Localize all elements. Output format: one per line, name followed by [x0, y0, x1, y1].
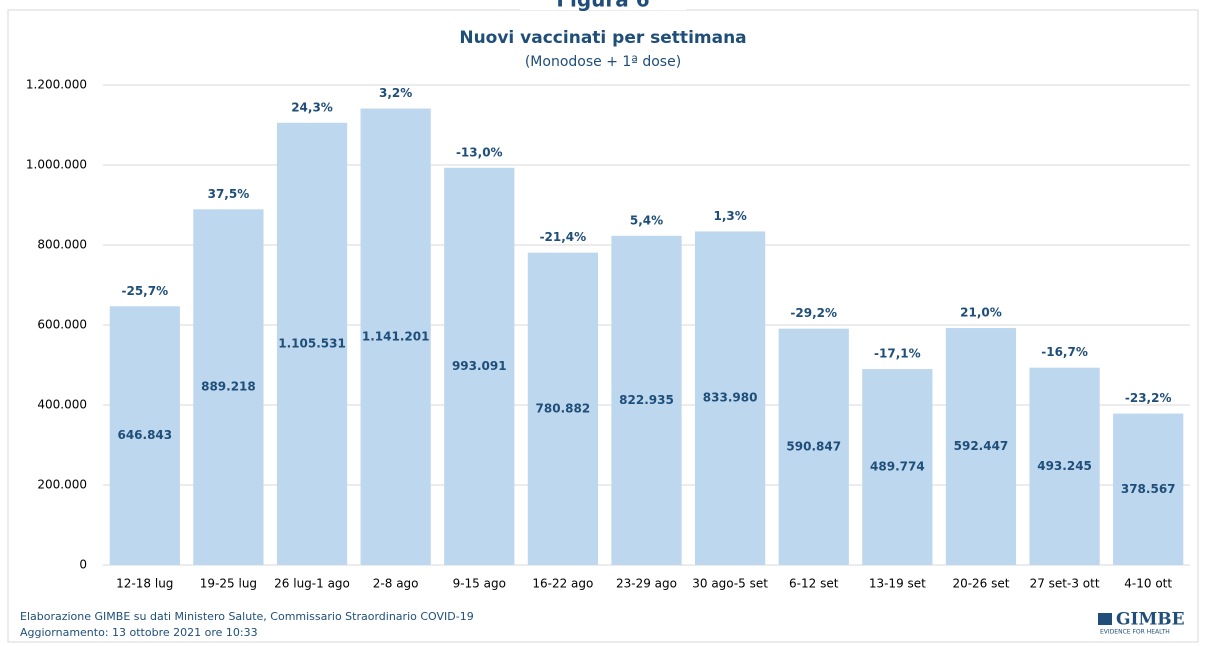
change-label: -13,0%: [456, 145, 503, 159]
change-label: 24,3%: [291, 100, 333, 114]
value-label: 993.091: [452, 359, 507, 373]
x-tick-label: 4-10 ott: [1124, 577, 1172, 591]
change-label: -21,4%: [540, 230, 587, 244]
x-tick-label: 13-19 set: [869, 577, 926, 591]
logo: GIMBE: [1116, 610, 1185, 630]
x-tick-label: 12-18 lug: [116, 577, 173, 591]
bar: [276, 122, 348, 565]
frame-gap: [520, 0, 686, 10]
source-note: Elaborazione GIMBE su dati Ministero Sal…: [20, 610, 474, 623]
change-label: 5,4%: [630, 213, 663, 227]
x-tick-label: 26 lug-1 ago: [274, 577, 350, 591]
logo-tagline: EVIDENCE FOR HEALTH: [1100, 629, 1170, 636]
x-tick-label: 30 ago-5 set: [692, 577, 768, 591]
bar: [694, 231, 766, 565]
figure-label: Figura 6: [556, 0, 649, 12]
value-label: 889.218: [201, 380, 256, 394]
chart-title: Nuovi vaccinati per settimana: [459, 28, 746, 48]
change-label: 3,2%: [379, 86, 412, 100]
x-tick-label: 9-15 ago: [453, 577, 506, 591]
value-label: 780.882: [536, 401, 591, 415]
bar: [778, 328, 849, 565]
value-label: 1.141.201: [362, 329, 430, 343]
change-label: -29,2%: [790, 306, 837, 320]
value-label: 378.567: [1121, 482, 1176, 496]
change-label: 37,5%: [208, 187, 250, 201]
value-label: 1.105.531: [278, 336, 346, 350]
x-tick-label: 6-12 set: [789, 577, 839, 591]
x-tick-label: 20-26 set: [952, 577, 1009, 591]
x-tick-label: 19-25 lug: [200, 577, 257, 591]
y-tick-label: 0: [79, 558, 87, 572]
chart-subtitle: (Monodose + 1ª dose): [525, 54, 681, 70]
x-tick-label: 27 set-3 ott: [1030, 577, 1100, 591]
bar: [611, 235, 682, 566]
change-label: 21,0%: [960, 306, 1002, 320]
x-tick-label: 23-29 ago: [616, 577, 677, 591]
change-label: -17,1%: [874, 347, 921, 361]
y-tick-label: 1.000.000: [26, 158, 87, 172]
x-tick-label: 2-8 ago: [373, 577, 419, 591]
bar: [109, 306, 180, 565]
bar: [862, 369, 933, 565]
bar: [1113, 413, 1184, 565]
change-label: -23,2%: [1125, 391, 1172, 405]
bar: [444, 167, 515, 565]
y-tick-label: 1.200.000: [26, 78, 87, 92]
logo-icon: [1098, 613, 1112, 625]
value-label: 493.245: [1037, 459, 1092, 473]
chart-frame: [7, 9, 1199, 643]
bar: [360, 108, 431, 566]
bar: [527, 252, 599, 565]
bar: [1029, 367, 1100, 565]
bar: [945, 328, 1017, 565]
value-label: 833.980: [703, 391, 758, 405]
value-label: 592.447: [954, 439, 1009, 453]
y-tick-label: 800.000: [37, 238, 87, 252]
value-label: 822.935: [619, 393, 674, 407]
x-tick-label: 16-22 ago: [532, 577, 593, 591]
y-tick-label: 200.000: [37, 478, 87, 492]
value-label: 489.774: [870, 460, 925, 474]
bar: [193, 209, 264, 565]
value-label: 646.843: [117, 428, 172, 442]
change-label: 1,3%: [713, 209, 746, 223]
change-label: -16,7%: [1041, 345, 1088, 359]
y-tick-label: 600.000: [37, 318, 87, 332]
value-label: 590.847: [786, 439, 841, 453]
y-tick-label: 400.000: [37, 398, 87, 412]
change-label: -25,7%: [121, 284, 168, 298]
update-note: Aggiornamento: 13 ottobre 2021 ore 10:33: [20, 626, 258, 639]
